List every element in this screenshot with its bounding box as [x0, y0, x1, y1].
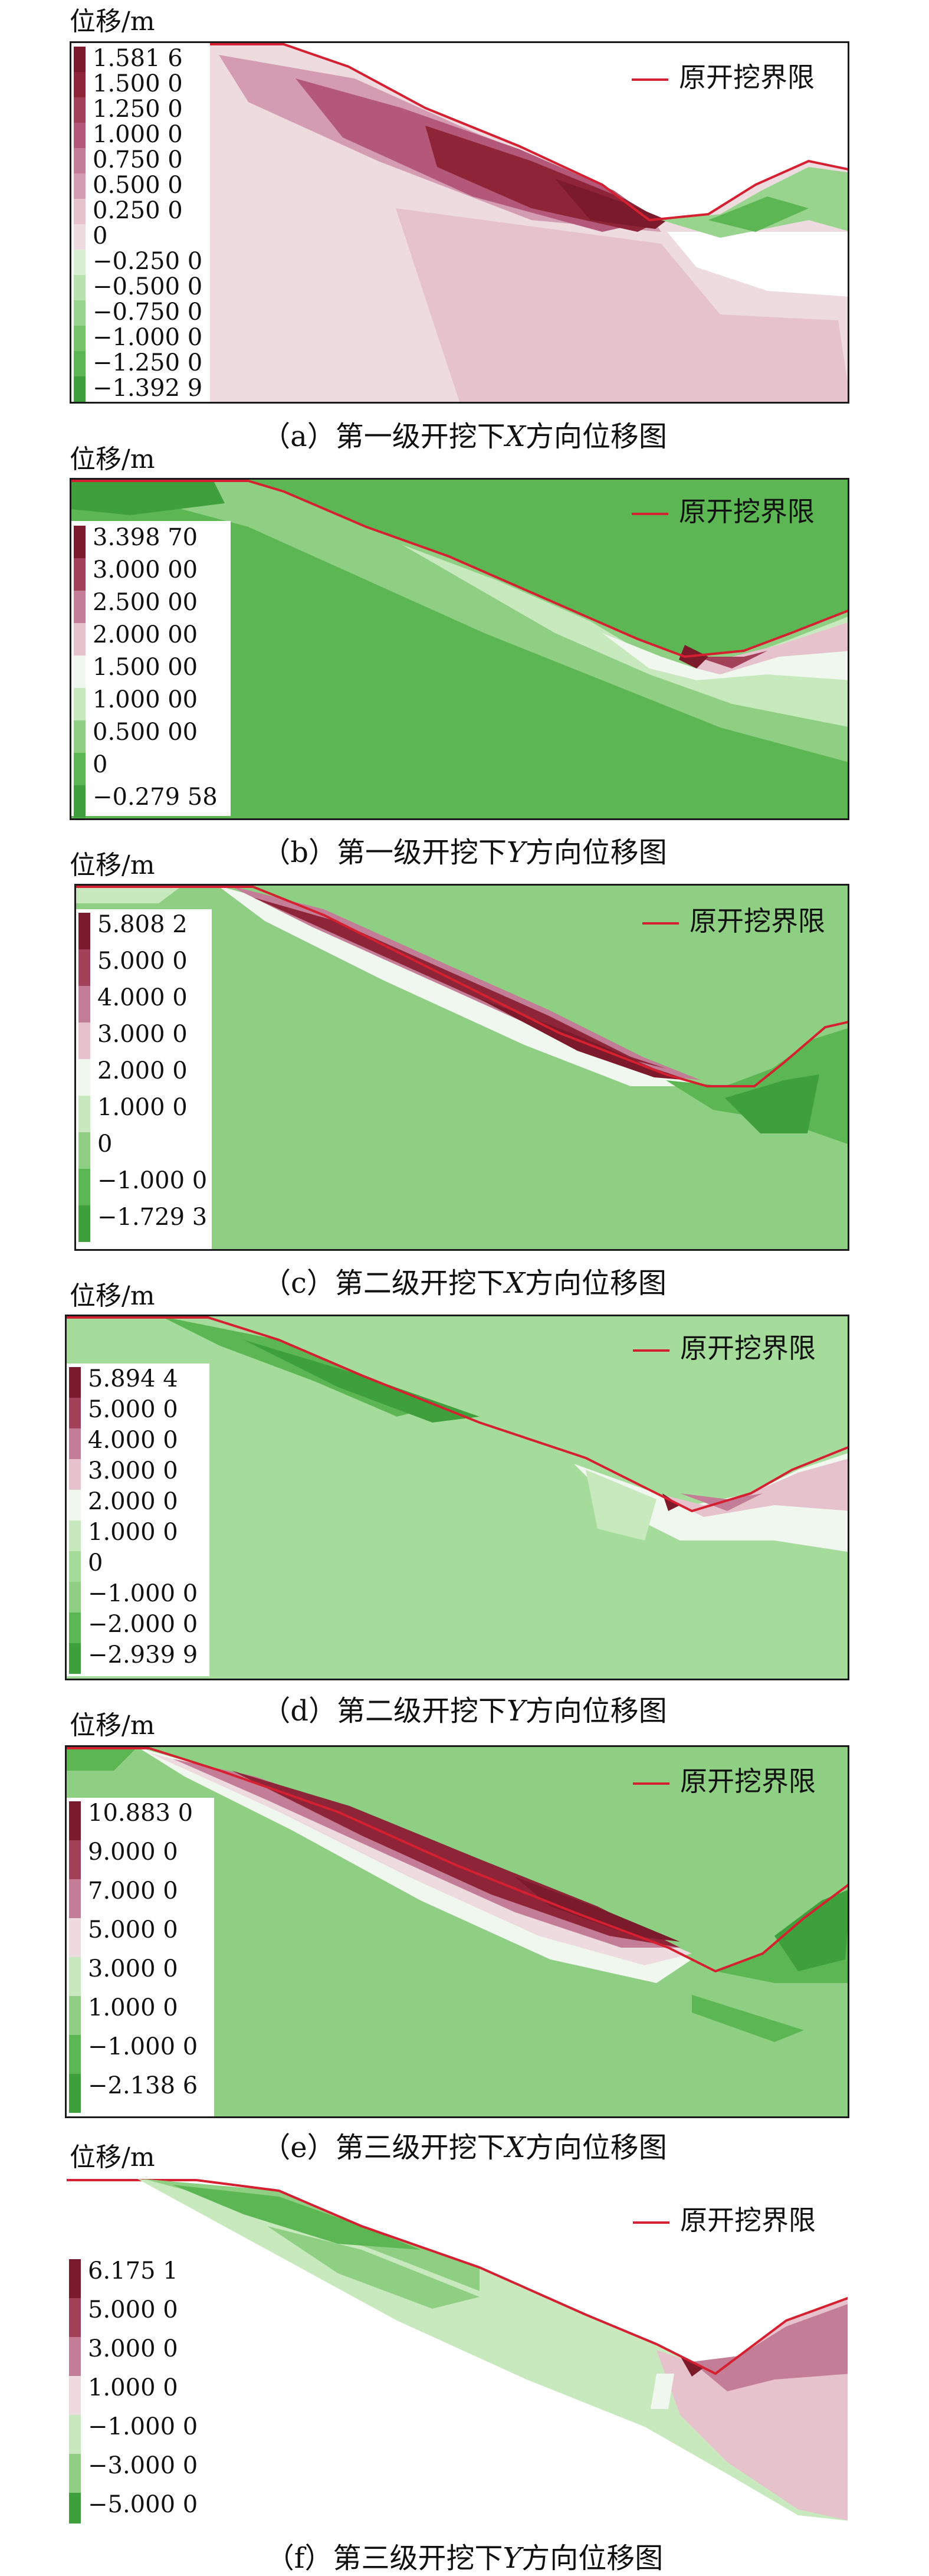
contour-plot-d: 5.894 4 5.000 0 4.000 0 3.000 0 2.000 0 …	[65, 1315, 849, 1680]
legend-value: −1.392 9	[93, 375, 203, 402]
boundary-legend-label: 原开挖界限	[679, 61, 815, 93]
legend-value: 2.000 0	[97, 1057, 188, 1084]
figure-caption-d: （d）第二级开挖下Y方向位移图	[262, 1695, 667, 1728]
unit-label: 位移/m	[70, 850, 155, 880]
boundary-legend-label: 原开挖界限	[680, 1765, 816, 1797]
legend-value: 5.000 0	[97, 948, 188, 975]
legend-value: 1.500 0	[93, 70, 183, 97]
legend-value: 3.000 0	[88, 1457, 178, 1484]
legend-value: 1.581 6	[93, 45, 183, 72]
legend-value: 6.175 1	[88, 2257, 178, 2285]
contour-plot-e: 10.883 0 9.000 0 7.000 0 5.000 0 3.000 0…	[65, 1745, 849, 2118]
boundary-legend: 原开挖界限	[633, 1760, 816, 1799]
legend-value: −1.250 0	[93, 349, 203, 376]
legend-value: 1.000 0	[97, 1094, 188, 1121]
legend-value: 3.000 0	[88, 1955, 178, 1982]
legend-value: 5.000 0	[88, 1916, 178, 1944]
boundary-line-icon	[632, 78, 668, 81]
boundary-legend-label: 原开挖界限	[680, 1332, 816, 1364]
boundary-legend: 原开挖界限	[632, 490, 815, 529]
legend-value: 0	[88, 1549, 103, 1577]
boundary-line-icon	[633, 1349, 669, 1352]
legend-value: 1.000 0	[88, 1519, 178, 1546]
boundary-legend-label: 原开挖界限	[690, 905, 825, 937]
legend-value: 1.250 0	[93, 96, 183, 123]
legend-value: −1.729 3	[97, 1204, 208, 1231]
legend-value: 4.000 0	[88, 1427, 178, 1454]
legend-value: 7.000 0	[88, 1877, 178, 1905]
legend-value: −0.750 0	[93, 299, 203, 326]
contour-plot-c: 5.808 2 5.000 0 4.000 0 3.000 0 2.000 0 …	[74, 884, 849, 1251]
figure-caption-e: （e）第三级开挖下X方向位移图	[262, 2131, 667, 2164]
legend-value: 1.000 0	[88, 1994, 178, 2021]
legend-value: −0.500 0	[93, 273, 203, 300]
legend-swatch	[74, 47, 86, 72]
legend-value: −1.000 0	[88, 1580, 198, 1607]
boundary-line-icon	[642, 922, 679, 925]
figure-caption-b: （b）第一级开挖下Y方向位移图	[262, 836, 667, 869]
boundary-line-icon	[632, 512, 668, 515]
legend-value: −5.000 0	[88, 2491, 198, 2518]
figure-caption-a: （a）第一级开挖下X方向位移图	[262, 420, 667, 453]
legend-value: 9.000 0	[88, 1838, 178, 1866]
legend-value: 2.500 00	[93, 589, 198, 616]
legend-value: −3.000 0	[88, 2452, 198, 2479]
legend-value: −1.000 0	[93, 324, 203, 351]
boundary-legend-label: 原开挖界限	[679, 496, 815, 527]
legend-value: −0.250 0	[93, 248, 203, 275]
contour-plot-b: 3.398 70 3.000 00 2.500 00 2.000 00 1.50…	[70, 478, 849, 820]
boundary-legend: 原开挖界限	[642, 900, 825, 939]
unit-label: 位移/m	[70, 6, 155, 37]
contour-graphic	[71, 43, 848, 402]
boundary-legend-label: 原开挖界限	[680, 2204, 816, 2236]
legend-value: 1.500 00	[93, 654, 198, 681]
legend-value: 3.398 70	[93, 524, 198, 551]
legend-value: 0	[97, 1130, 113, 1158]
unit-label: 位移/m	[70, 1281, 155, 1311]
boundary-legend: 原开挖界限	[632, 56, 815, 95]
legend-value: 0	[93, 222, 108, 250]
legend-value: 3.000 0	[88, 2335, 178, 2362]
legend-value: 5.808 2	[97, 911, 188, 938]
legend-value: −1.000 0	[97, 1167, 208, 1194]
boundary-line-icon	[633, 2221, 669, 2224]
legend-value: 10.883 0	[88, 1800, 193, 1827]
legend-value: 2.000 0	[88, 1488, 178, 1515]
boundary-legend: 原开挖界限	[633, 1327, 816, 1366]
legend-value: −1.000 0	[88, 2033, 198, 2060]
legend-value: 5.894 4	[88, 1365, 178, 1392]
unit-label: 位移/m	[70, 1710, 155, 1741]
legend-value: 2.000 00	[93, 621, 198, 648]
boundary-line-icon	[633, 1782, 669, 1785]
legend-value: 0.250 0	[93, 197, 183, 224]
legend-value: 0	[93, 751, 108, 778]
legend-value: −2.138 6	[88, 2072, 198, 2099]
figure-caption-f: （f）第三级开挖下Y方向位移图	[265, 2542, 664, 2575]
legend-value: 5.000 0	[88, 1396, 178, 1423]
unit-label: 位移/m	[70, 2142, 155, 2172]
legend-value: 3.000 00	[93, 556, 198, 584]
unit-label: 位移/m	[70, 444, 155, 474]
legend-value: 1.000 0	[93, 121, 183, 148]
legend-value: 3.000 0	[97, 1021, 188, 1048]
legend-value: −0.279 58	[93, 784, 218, 811]
legend-value: 4.000 0	[97, 984, 188, 1011]
legend-value: 5.000 0	[88, 2296, 178, 2323]
boundary-legend: 原开挖界限	[633, 2199, 816, 2238]
figure-caption-c: （c）第二级开挖下X方向位移图	[262, 1267, 667, 1300]
legend-value: 0.500 00	[93, 719, 198, 746]
legend-value: −2.939 9	[88, 1641, 198, 1669]
legend-value: 1.000 0	[88, 2374, 178, 2401]
contour-plot-a: 1.581 6 1.500 0 1.250 0 1.000 0 0.750 0 …	[70, 41, 849, 404]
legend-value: 0.500 0	[93, 172, 183, 199]
legend-value: −1.000 0	[88, 2413, 198, 2440]
legend-value: 0.750 0	[93, 146, 183, 173]
legend-value: −2.000 0	[88, 1611, 198, 1638]
legend-value: 1.000 00	[93, 686, 198, 713]
contour-plot-f: 6.175 1 5.000 0 3.000 0 1.000 0 −1.000 0…	[65, 2177, 849, 2525]
